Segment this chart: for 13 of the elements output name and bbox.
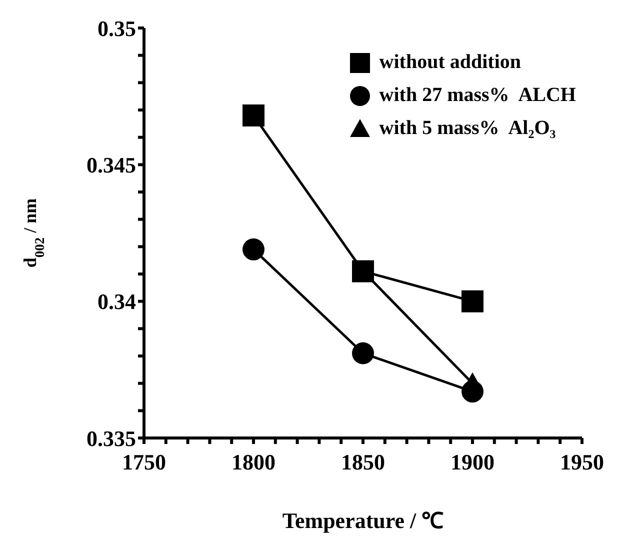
x-tick-label: 1900 [450,450,494,475]
x-tick-label: 1850 [341,450,385,475]
legend-label: with 27 mass% ALCH [379,83,576,108]
legend-label: with 5 mass% Al₂O₃ [379,116,556,141]
x-tick-label: 1800 [232,450,276,475]
y-tick-label: 0.345 [86,152,136,178]
x-tick-label: 1750 [122,450,166,475]
y-tick-label: 0.335 [86,426,136,451]
y-tick-label: 0.35 [98,16,136,41]
y-tick-label: 0.34 [98,289,136,314]
x-tick-label: 1950 [560,450,604,475]
legend-label: without addition [379,50,522,75]
x-axis-title: Temperature / ℃ [282,508,444,533]
